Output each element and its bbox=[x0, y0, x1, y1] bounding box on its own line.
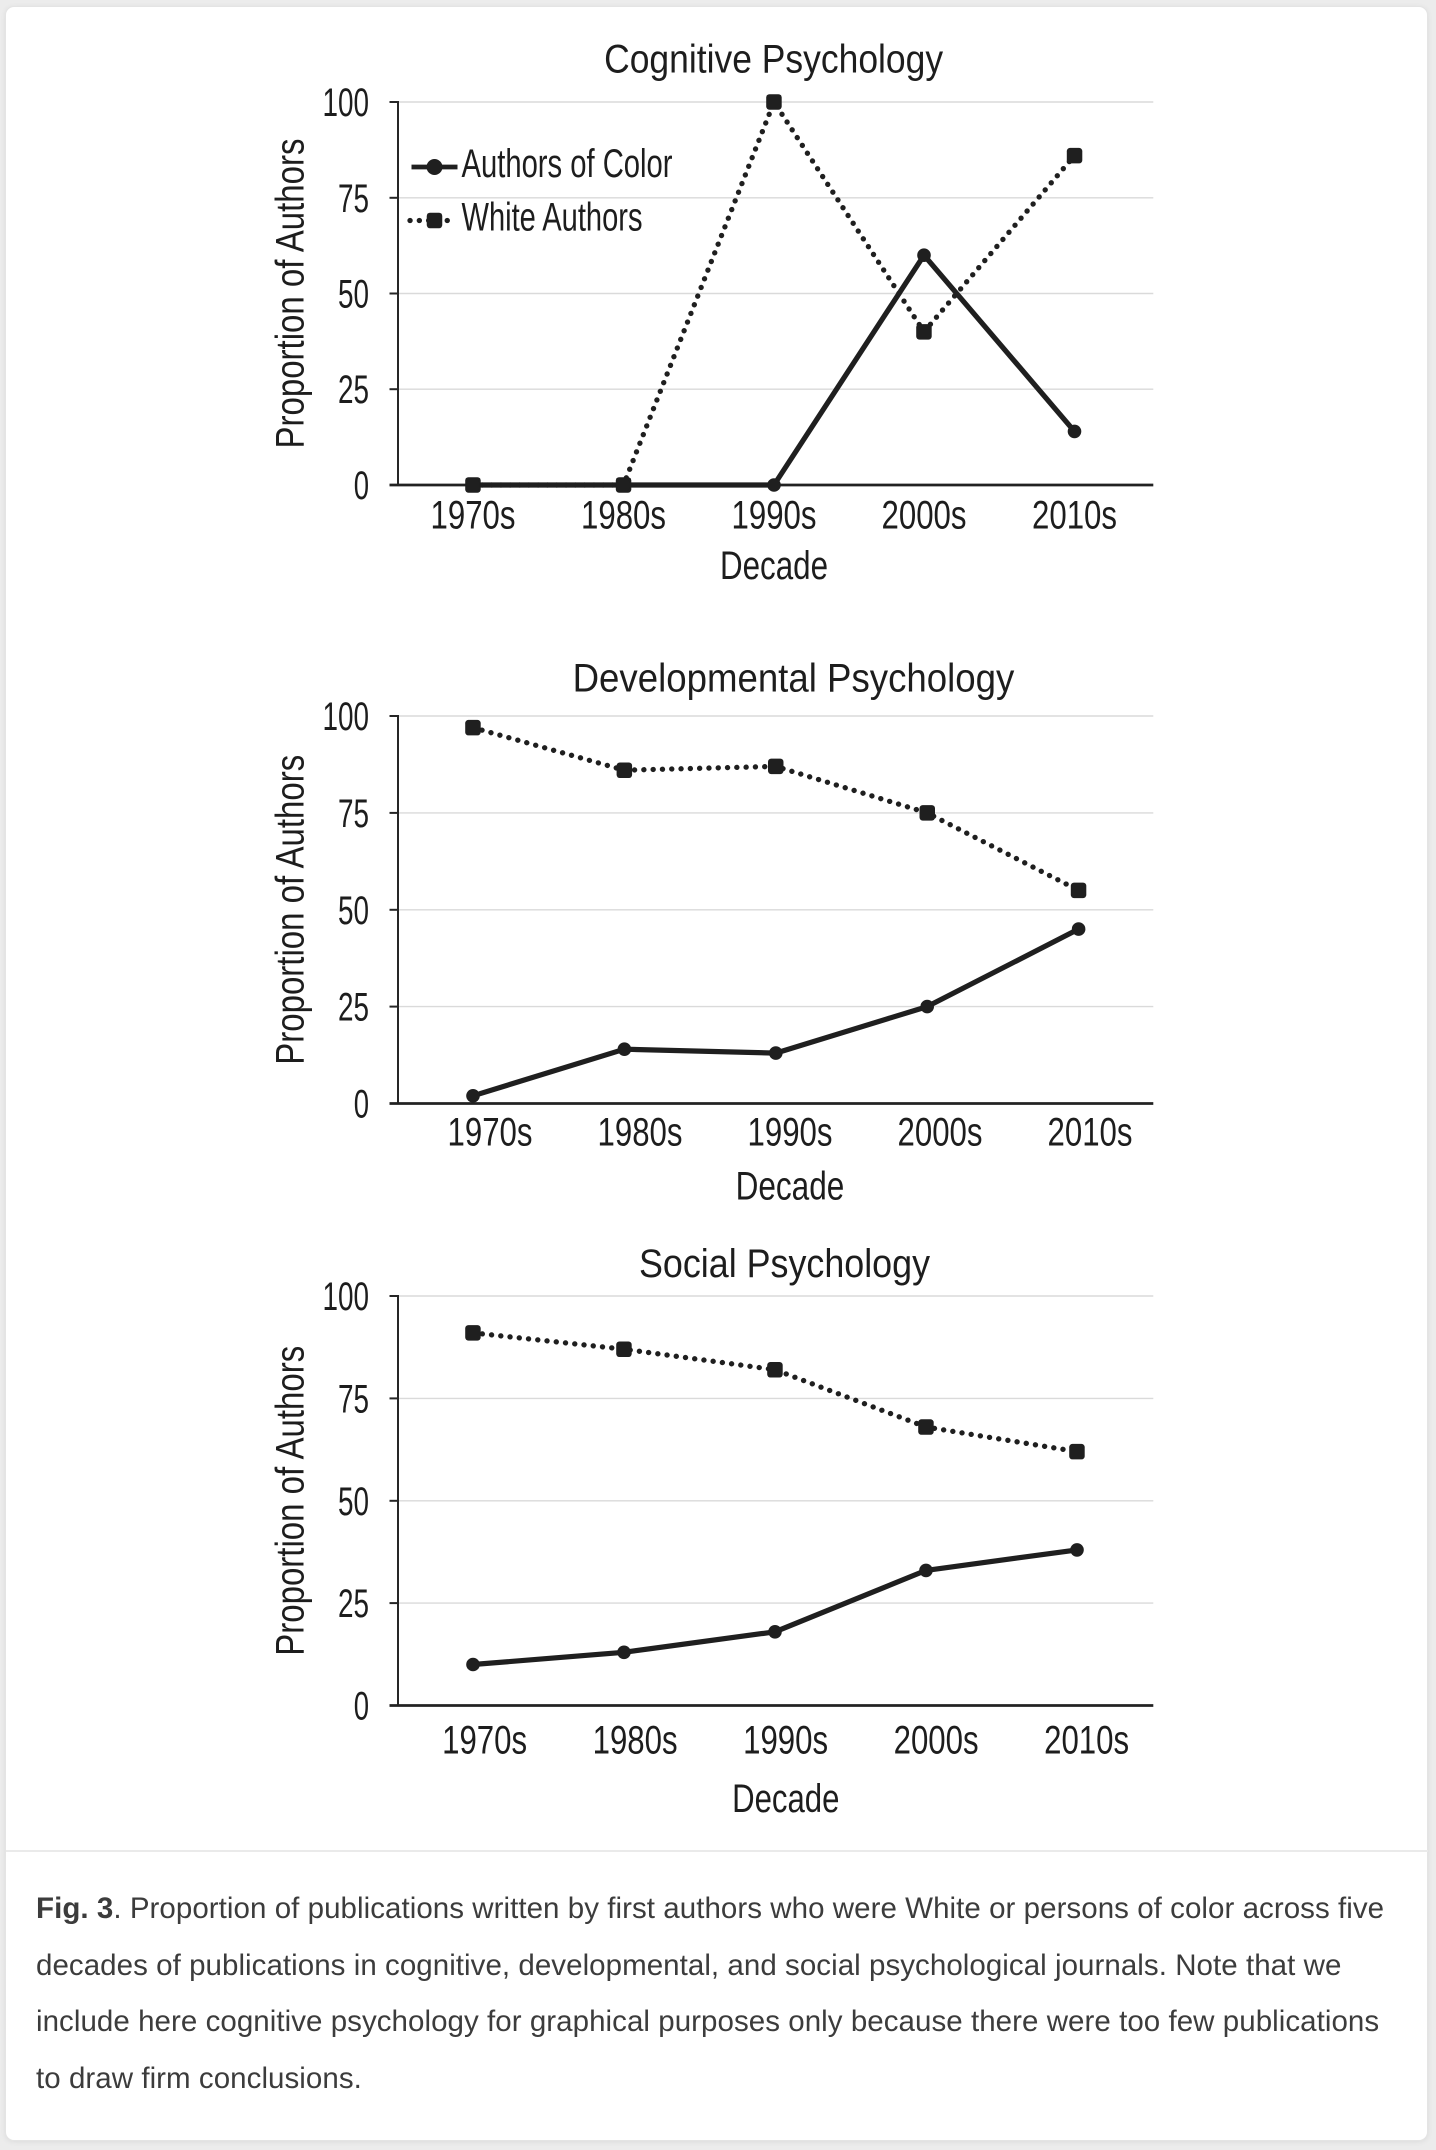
svg-text:2000s: 2000s bbox=[882, 494, 967, 538]
svg-text:2010s: 2010s bbox=[1044, 1719, 1129, 1763]
svg-text:75: 75 bbox=[338, 177, 369, 221]
svg-text:White Authors: White Authors bbox=[462, 196, 643, 240]
svg-text:Developmental Psychology: Developmental Psychology bbox=[573, 657, 1015, 701]
svg-text:50: 50 bbox=[338, 1480, 369, 1524]
svg-text:75: 75 bbox=[338, 792, 369, 836]
svg-text:Proportion of Authors: Proportion of Authors bbox=[269, 1346, 313, 1656]
svg-text:0: 0 bbox=[354, 1685, 369, 1729]
svg-text:1990s: 1990s bbox=[732, 494, 817, 538]
svg-text:2010s: 2010s bbox=[1048, 1111, 1133, 1155]
svg-text:0: 0 bbox=[354, 464, 369, 508]
svg-text:100: 100 bbox=[323, 695, 370, 739]
svg-text:Proportion of Authors: Proportion of Authors bbox=[269, 755, 313, 1065]
svg-text:25: 25 bbox=[338, 1582, 369, 1626]
svg-text:Decade: Decade bbox=[720, 544, 828, 588]
svg-text:Authors of Color: Authors of Color bbox=[462, 142, 673, 186]
svg-text:Decade: Decade bbox=[732, 1777, 839, 1821]
svg-text:1980s: 1980s bbox=[598, 1111, 683, 1155]
svg-text:2010s: 2010s bbox=[1032, 494, 1117, 538]
svg-text:1970s: 1970s bbox=[431, 494, 516, 538]
svg-text:1970s: 1970s bbox=[442, 1719, 527, 1763]
svg-text:Proportion of Authors: Proportion of Authors bbox=[269, 139, 313, 449]
svg-text:Social Psychology: Social Psychology bbox=[639, 1242, 930, 1286]
svg-text:100: 100 bbox=[323, 81, 370, 125]
svg-text:25: 25 bbox=[338, 986, 369, 1030]
svg-text:1980s: 1980s bbox=[581, 494, 666, 538]
svg-text:2000s: 2000s bbox=[894, 1719, 979, 1763]
svg-text:100: 100 bbox=[323, 1275, 370, 1319]
svg-text:0: 0 bbox=[354, 1083, 369, 1127]
svg-text:Cognitive Psychology: Cognitive Psychology bbox=[604, 38, 943, 82]
svg-text:50: 50 bbox=[338, 273, 369, 317]
svg-text:Decade: Decade bbox=[736, 1165, 845, 1209]
svg-text:2000s: 2000s bbox=[898, 1111, 983, 1155]
svg-text:1970s: 1970s bbox=[448, 1111, 533, 1155]
svg-text:75: 75 bbox=[338, 1377, 369, 1421]
svg-text:1990s: 1990s bbox=[743, 1719, 828, 1763]
svg-text:25: 25 bbox=[338, 368, 369, 412]
svg-text:1990s: 1990s bbox=[748, 1111, 833, 1155]
svg-text:1980s: 1980s bbox=[593, 1719, 678, 1763]
svg-text:50: 50 bbox=[338, 889, 369, 933]
